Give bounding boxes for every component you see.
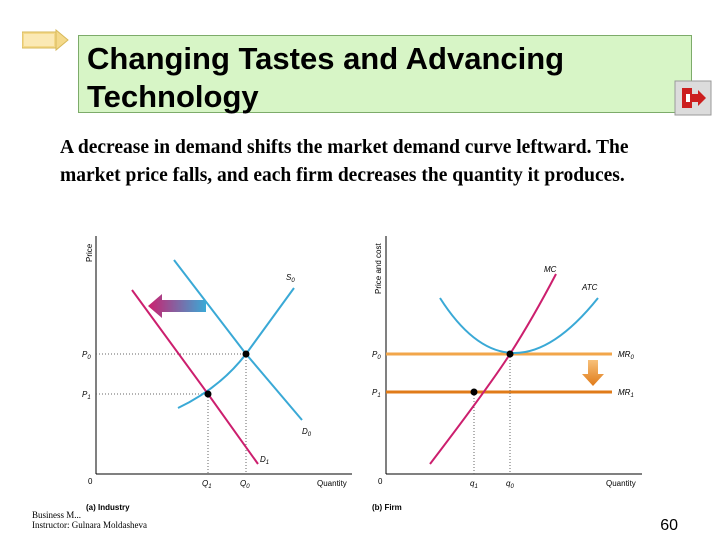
firm-q0-label: q0 <box>506 479 514 490</box>
industry-equilibrium-point-0 <box>242 350 250 358</box>
industry-demand-shift-arrow-icon <box>148 294 206 318</box>
industry-d0-label: D0 <box>302 427 312 438</box>
industry-equilibrium-point-1 <box>204 390 212 398</box>
exit-button[interactable] <box>674 80 712 116</box>
firm-atc-label: ATC <box>581 283 598 292</box>
firm-mc-curve <box>429 273 557 465</box>
firm-point-q0 <box>506 350 514 358</box>
industry-p1-label: P1 <box>82 390 91 401</box>
industry-x-axis-label: Quantity <box>317 479 347 488</box>
firm-q1-label: q1 <box>470 479 478 490</box>
firm-p0-label: P0 <box>372 350 381 361</box>
firm-x-axis-label: Quantity <box>606 479 636 488</box>
firm-mr1-label: MR1 <box>618 388 634 399</box>
firm-price-fall-arrow-icon <box>582 360 604 386</box>
footer-instructor: Instructor: Gulnara Moldasheva <box>32 520 147 530</box>
firm-point-q1 <box>470 388 478 396</box>
industry-q1-label: Q1 <box>202 479 212 490</box>
industry-y-axis-label: Price <box>85 243 94 262</box>
firm-atc-curve <box>439 297 599 354</box>
industry-d1-label: D1 <box>260 455 269 466</box>
firm-y-axis-label: Price and cost <box>374 243 383 294</box>
slide-body-text: A decrease in demand shifts the market d… <box>60 137 629 186</box>
firm-chart: Price and cost Quantity 0 P0 P1 q1 q0 MC… <box>372 236 642 512</box>
footer-course: Business M... <box>32 510 82 520</box>
industry-chart: Price Quantity 0 P0 P1 Q1 Q0 S0 D0 D1 (a… <box>82 236 352 512</box>
industry-s0-label: S0 <box>286 273 295 284</box>
industry-caption: (a) Industry <box>86 503 130 512</box>
industry-demand-curve-d1 <box>131 289 259 465</box>
slide-title: Changing Tastes and Advancing Technology <box>87 41 565 114</box>
decorative-pencil-icon <box>22 28 69 52</box>
industry-q0-label: Q0 <box>240 479 250 490</box>
firm-mr0-label: MR0 <box>618 350 634 361</box>
firm-mc-label: MC <box>544 265 557 274</box>
title-box: Changing Tastes and Advancing Technology <box>78 35 692 114</box>
page-number: 60 <box>660 517 678 534</box>
firm-caption: (b) Firm <box>372 503 402 512</box>
industry-p0-label: P0 <box>82 350 91 361</box>
industry-origin-label: 0 <box>88 477 93 486</box>
firm-origin-label: 0 <box>378 477 383 486</box>
exit-arrow-icon <box>682 88 706 108</box>
firm-p1-label: P1 <box>372 388 381 399</box>
industry-demand-curve-d0 <box>173 259 303 421</box>
